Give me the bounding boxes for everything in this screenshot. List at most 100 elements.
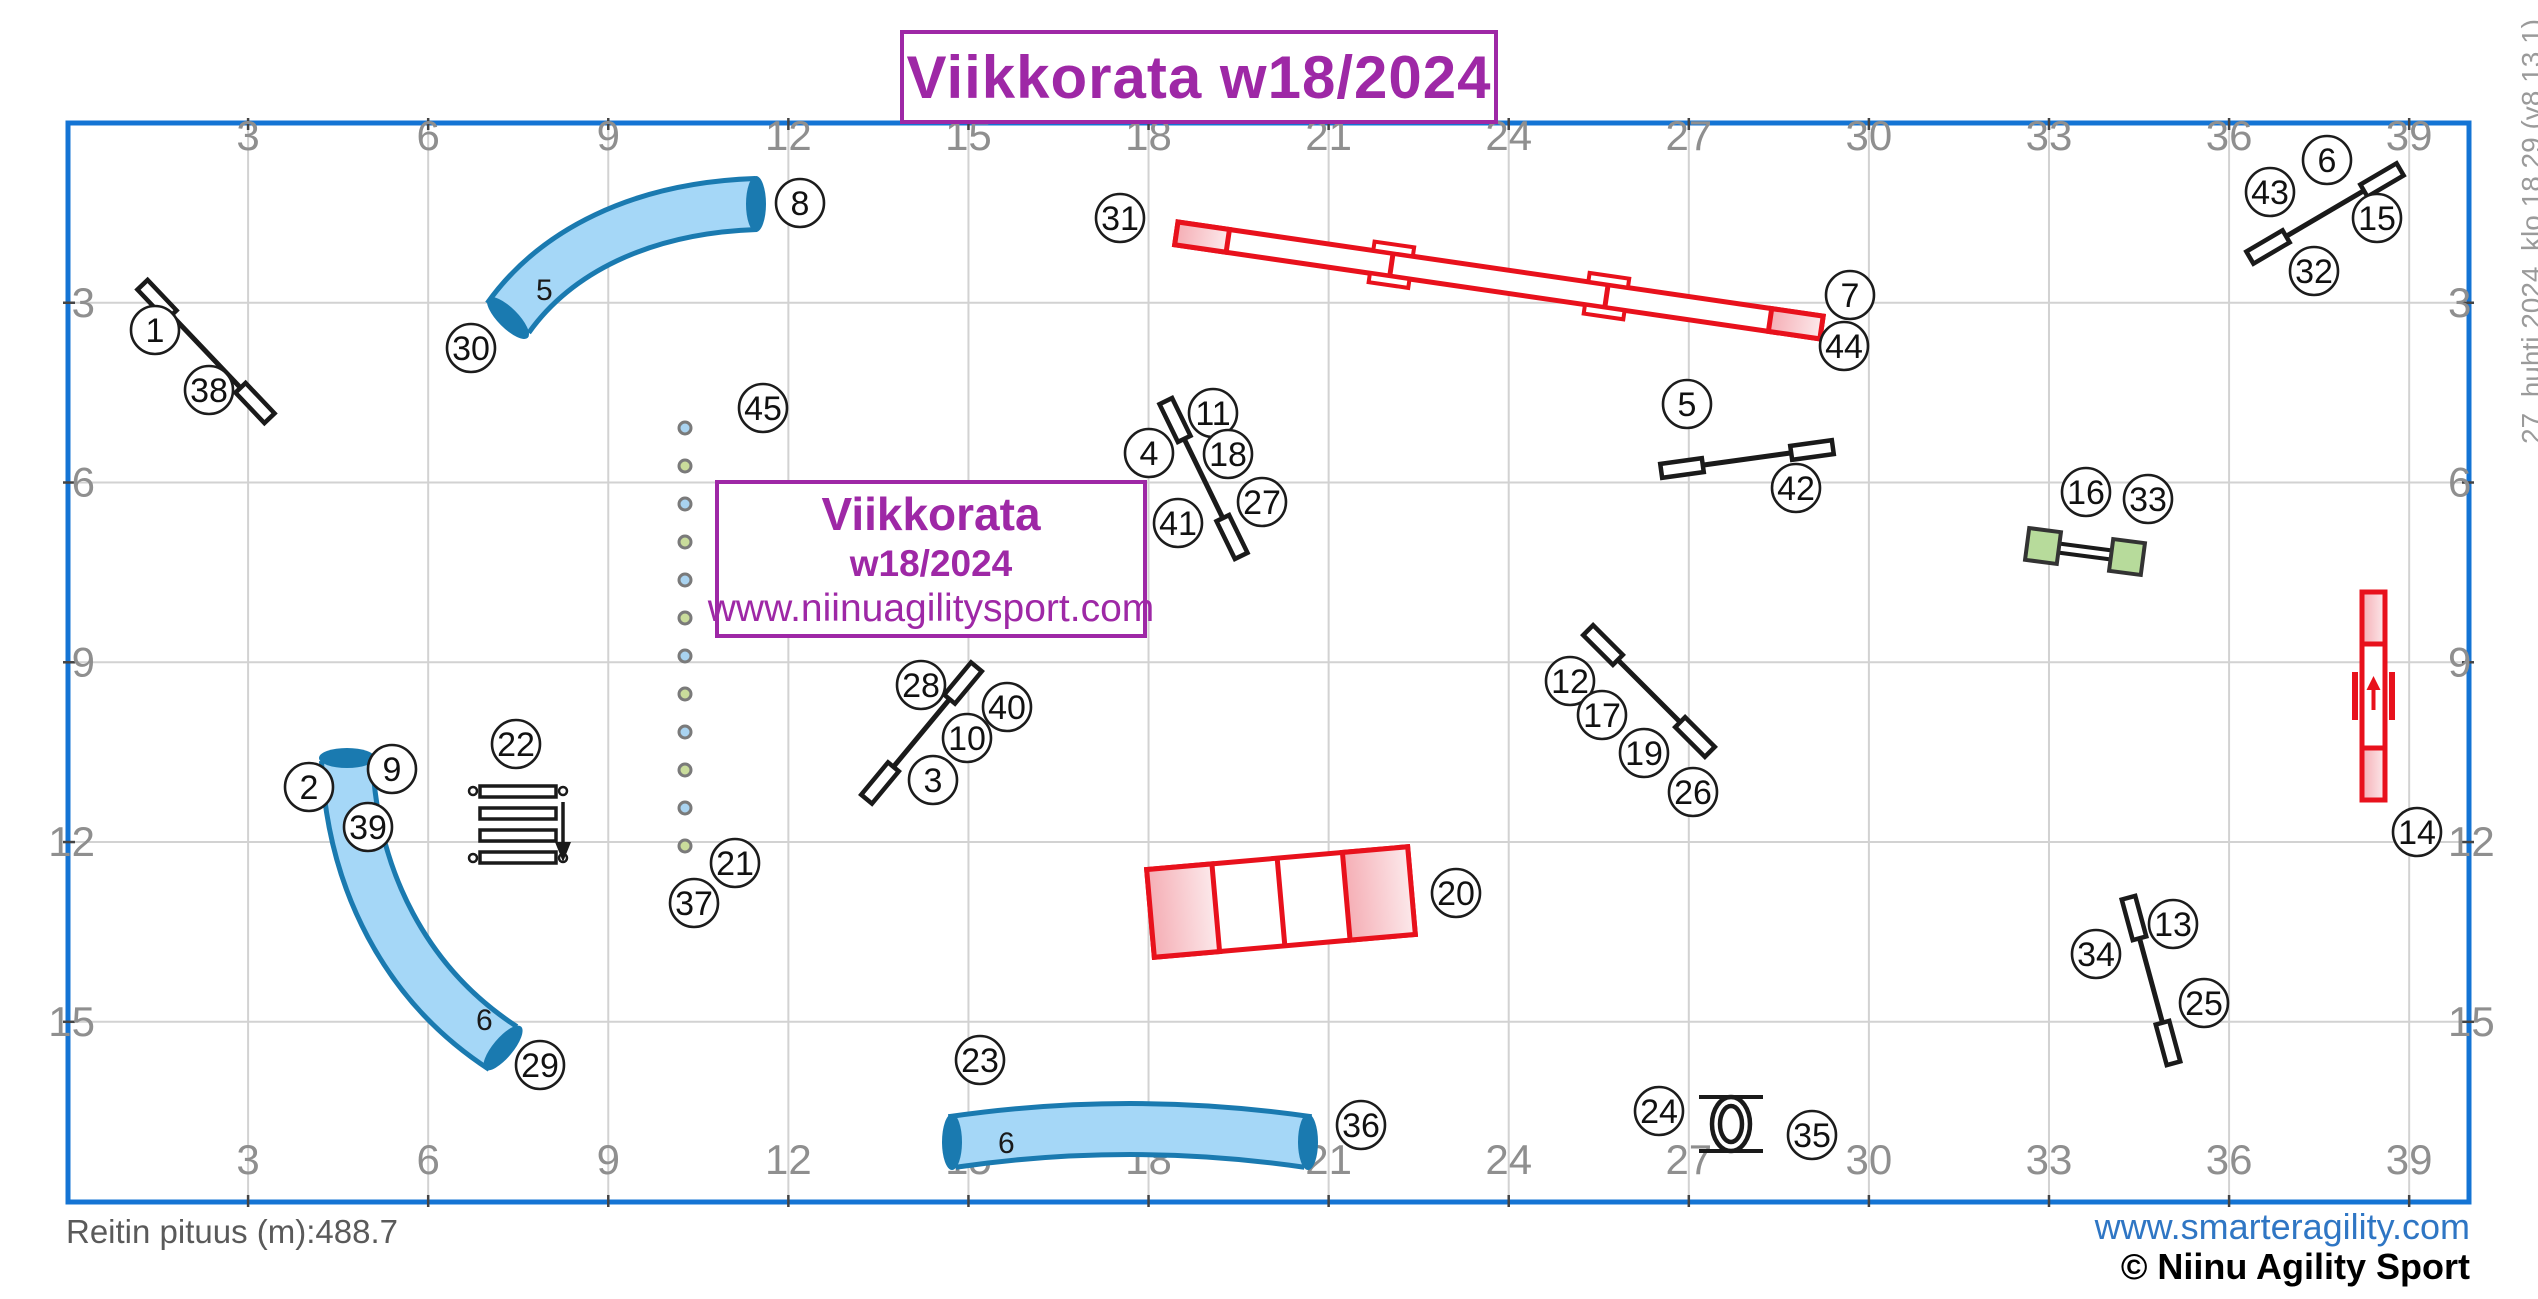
svg-text:27: 27: [1243, 484, 1281, 522]
jump-obstacle: [1580, 622, 1718, 760]
svg-text:36: 36: [1342, 1107, 1380, 1145]
jump-obstacle: [2118, 893, 2184, 1068]
obstacle-number-circle: 25: [2178, 977, 2230, 1029]
obstacle-number-circle: 28: [895, 659, 947, 711]
svg-text:15: 15: [48, 998, 95, 1045]
obstacle-number-circle: 13: [2147, 898, 2199, 950]
course-info-box: Viikkorata w18/2024 www.niinuagilityspor…: [708, 480, 1154, 638]
svg-text:28: 28: [902, 667, 940, 705]
page-title: Viikkorata w18/2024: [906, 43, 1492, 111]
svg-text:6: 6: [72, 459, 95, 506]
obstacle-number-circle: 36: [1335, 1099, 1387, 1151]
svg-text:9: 9: [383, 751, 402, 789]
svg-text:17: 17: [1583, 697, 1621, 735]
jump-obstacle: [858, 659, 985, 807]
jump-obstacle: [1156, 395, 1251, 562]
obstacle-number-circle: 8: [774, 177, 826, 229]
svg-text:6: 6: [417, 112, 440, 159]
svg-text:4: 4: [1140, 435, 1159, 473]
svg-text:6: 6: [2318, 142, 2337, 180]
wall-obstacle: [1143, 844, 1419, 960]
obstacle-number-circle: 45: [737, 382, 789, 434]
svg-text:37: 37: [675, 885, 713, 923]
svg-text:12: 12: [765, 1136, 812, 1183]
svg-text:34: 34: [2077, 936, 2115, 974]
svg-text:3: 3: [236, 112, 259, 159]
weave-poles: [677, 420, 693, 854]
obstacle-number-circle: 43: [2244, 166, 2296, 218]
info-course-week: w18/2024: [849, 543, 1013, 584]
svg-text:33: 33: [2129, 481, 2167, 519]
tunnel-obstacle: 6: [319, 748, 523, 1072]
svg-text:3: 3: [236, 1136, 259, 1183]
obstacle-number-circle: 35: [1786, 1109, 1838, 1161]
svg-text:41: 41: [1159, 505, 1197, 543]
footer-credits: www.smarteragility.com © Niinu Agility S…: [2094, 1206, 2470, 1288]
svg-text:12: 12: [1551, 663, 1589, 701]
svg-text:3: 3: [924, 762, 943, 800]
tunnel-obstacle: 5: [485, 176, 766, 340]
tunnel-length-label: 6: [476, 1004, 493, 1037]
svg-text:30: 30: [452, 330, 490, 368]
obstacle-number-circle: 15: [2351, 192, 2403, 244]
svg-text:33: 33: [2026, 112, 2073, 159]
svg-text:3: 3: [72, 279, 95, 326]
svg-text:15: 15: [2448, 998, 2495, 1045]
obstacle-number-circle: 14: [2391, 806, 2443, 858]
obstacle-number-circle: 6: [2301, 134, 2353, 186]
obstacle-number-circle: 27: [1236, 476, 1288, 528]
obstacle-number-circle: 4: [1123, 427, 1175, 479]
obstacle-number-circle: 3: [907, 754, 959, 806]
green-wing-jump-obstacle: [2022, 525, 2148, 578]
obstacle-number-circle: 41: [1152, 497, 1204, 549]
svg-text:39: 39: [349, 809, 387, 847]
svg-text:10: 10: [948, 720, 986, 758]
obstacle-number-circle: 29: [514, 1039, 566, 1091]
obstacle-number-circle: 38: [183, 364, 235, 416]
svg-text:26: 26: [1674, 774, 1712, 812]
obstacle-number-circle: 44: [1818, 320, 1870, 372]
obstacle-number-circle: 9: [366, 743, 418, 795]
info-website-link[interactable]: www.niinuagilitysport.com: [707, 587, 1155, 630]
obstacle-number-circle: 32: [2288, 245, 2340, 297]
svg-text:30: 30: [1846, 112, 1893, 159]
smarteragility-link[interactable]: www.smarteragility.com: [2094, 1206, 2470, 1247]
svg-text:8: 8: [791, 185, 810, 223]
svg-text:18: 18: [1209, 436, 1247, 474]
svg-text:23: 23: [961, 1042, 999, 1080]
svg-text:38: 38: [190, 372, 228, 410]
svg-text:27: 27: [1665, 112, 1712, 159]
svg-text:32: 32: [2295, 253, 2333, 291]
svg-text:19: 19: [1625, 735, 1663, 773]
obstacle-number-circle: 23: [954, 1034, 1006, 1086]
svg-text:6: 6: [417, 1136, 440, 1183]
svg-text:1: 1: [146, 312, 165, 350]
svg-text:30: 30: [1846, 1136, 1893, 1183]
obstacle-number-circle: 16: [2060, 466, 2112, 518]
svg-text:24: 24: [1640, 1093, 1678, 1131]
obstacle-number-circle: 30: [445, 322, 497, 374]
svg-text:3: 3: [2448, 279, 2471, 326]
svg-text:35: 35: [1793, 1117, 1831, 1155]
obstacle-number-circle: 22: [490, 718, 542, 770]
svg-text:9: 9: [597, 1136, 620, 1183]
obstacle-number-circle: 20: [1430, 867, 1482, 919]
obstacle-number-circle: 12: [1544, 655, 1596, 707]
svg-text:6: 6: [2448, 459, 2471, 506]
obstacle-number-circle: 18: [1202, 428, 1254, 480]
info-course-name: Viikkorata: [821, 488, 1041, 540]
obstacle-number-circle: 1: [129, 304, 181, 356]
obstacle-number-circle: 2: [283, 761, 335, 813]
seesaw-obstacle: [2352, 589, 2395, 803]
dogwalk-obstacle: [1171, 219, 1827, 342]
svg-text:36: 36: [2206, 1136, 2253, 1183]
svg-text:12: 12: [2448, 818, 2495, 865]
obstacle-number-circle: 7: [1824, 269, 1876, 321]
copyright-label: © Niinu Agility Sport: [2120, 1246, 2470, 1288]
svg-text:13: 13: [2154, 906, 2192, 944]
svg-text:39: 39: [2386, 112, 2433, 159]
obstacle-numbers: 12 34567891011121314151617181920212223242…: [129, 134, 2443, 1161]
obstacle-number-circle: 26: [1667, 766, 1719, 818]
